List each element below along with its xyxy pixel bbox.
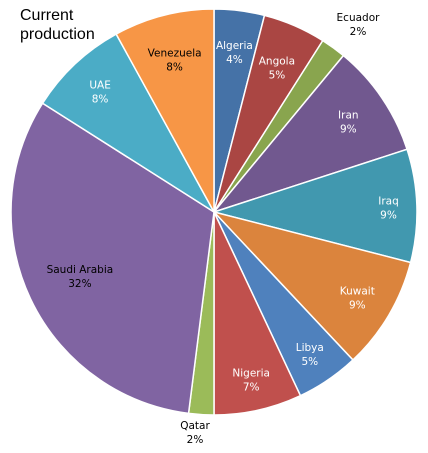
label-percent: 9% — [380, 210, 397, 222]
label-angola: Angola 5% — [259, 56, 295, 82]
label-percent: 8% — [166, 62, 183, 74]
label-percent: 2% — [350, 26, 367, 38]
label-saudi-arabia: Saudi Arabia 32% — [47, 264, 114, 290]
label-iran: Iran 9% — [338, 110, 359, 136]
label-kuwait: Kuwait 9% — [340, 286, 375, 312]
label-percent: 9% — [349, 300, 366, 312]
label-ecuador: Ecuador 2% — [337, 12, 381, 38]
label-category: Algeria — [216, 40, 253, 52]
label-percent: 8% — [92, 94, 109, 106]
label-venezuela: Venezuela 8% — [148, 48, 202, 74]
label-algeria: Algeria 4% — [216, 40, 253, 66]
label-category: Libya — [296, 342, 324, 354]
slice-saudi-arabia — [10, 102, 215, 415]
label-percent: 2% — [187, 434, 204, 446]
label-category: Angola — [259, 56, 295, 68]
slice-uae — [41, 33, 215, 213]
chart-title: Current production — [20, 7, 95, 43]
label-category: Venezuela — [148, 48, 202, 60]
label-category: Ecuador — [337, 12, 381, 24]
label-category: Iran — [338, 110, 359, 122]
label-qatar: Qatar 2% — [180, 420, 210, 446]
slice-venezuela — [115, 8, 215, 213]
label-percent: 32% — [68, 278, 91, 290]
label-category: Kuwait — [340, 286, 375, 298]
label-percent: 5% — [301, 356, 318, 368]
slice-iran — [211, 54, 409, 214]
pie-labels: Algeria 4% Angola 5%Ecuador 2%Iran 9%Iraq 9%Ku… — [47, 12, 399, 446]
label-category: Iraq — [378, 196, 399, 208]
slice-kuwait — [211, 210, 412, 362]
label-category: Saudi Arabia — [47, 264, 114, 276]
label-percent: 5% — [269, 70, 286, 82]
label-libya: Libya 5% — [296, 342, 324, 368]
label-percent: 4% — [226, 54, 243, 66]
label-percent: 7% — [243, 381, 260, 393]
label-category: Qatar — [180, 420, 210, 432]
label-category: UAE — [89, 80, 111, 92]
label-iraq: Iraq 9% — [378, 196, 399, 222]
slice-iraq — [211, 148, 418, 264]
label-percent: 9% — [340, 124, 357, 136]
pie-slices — [10, 8, 418, 416]
label-nigeria: Nigeria 7% — [232, 367, 270, 393]
label-category: Nigeria — [232, 367, 270, 379]
label-uae: UAE 8% — [89, 80, 111, 106]
